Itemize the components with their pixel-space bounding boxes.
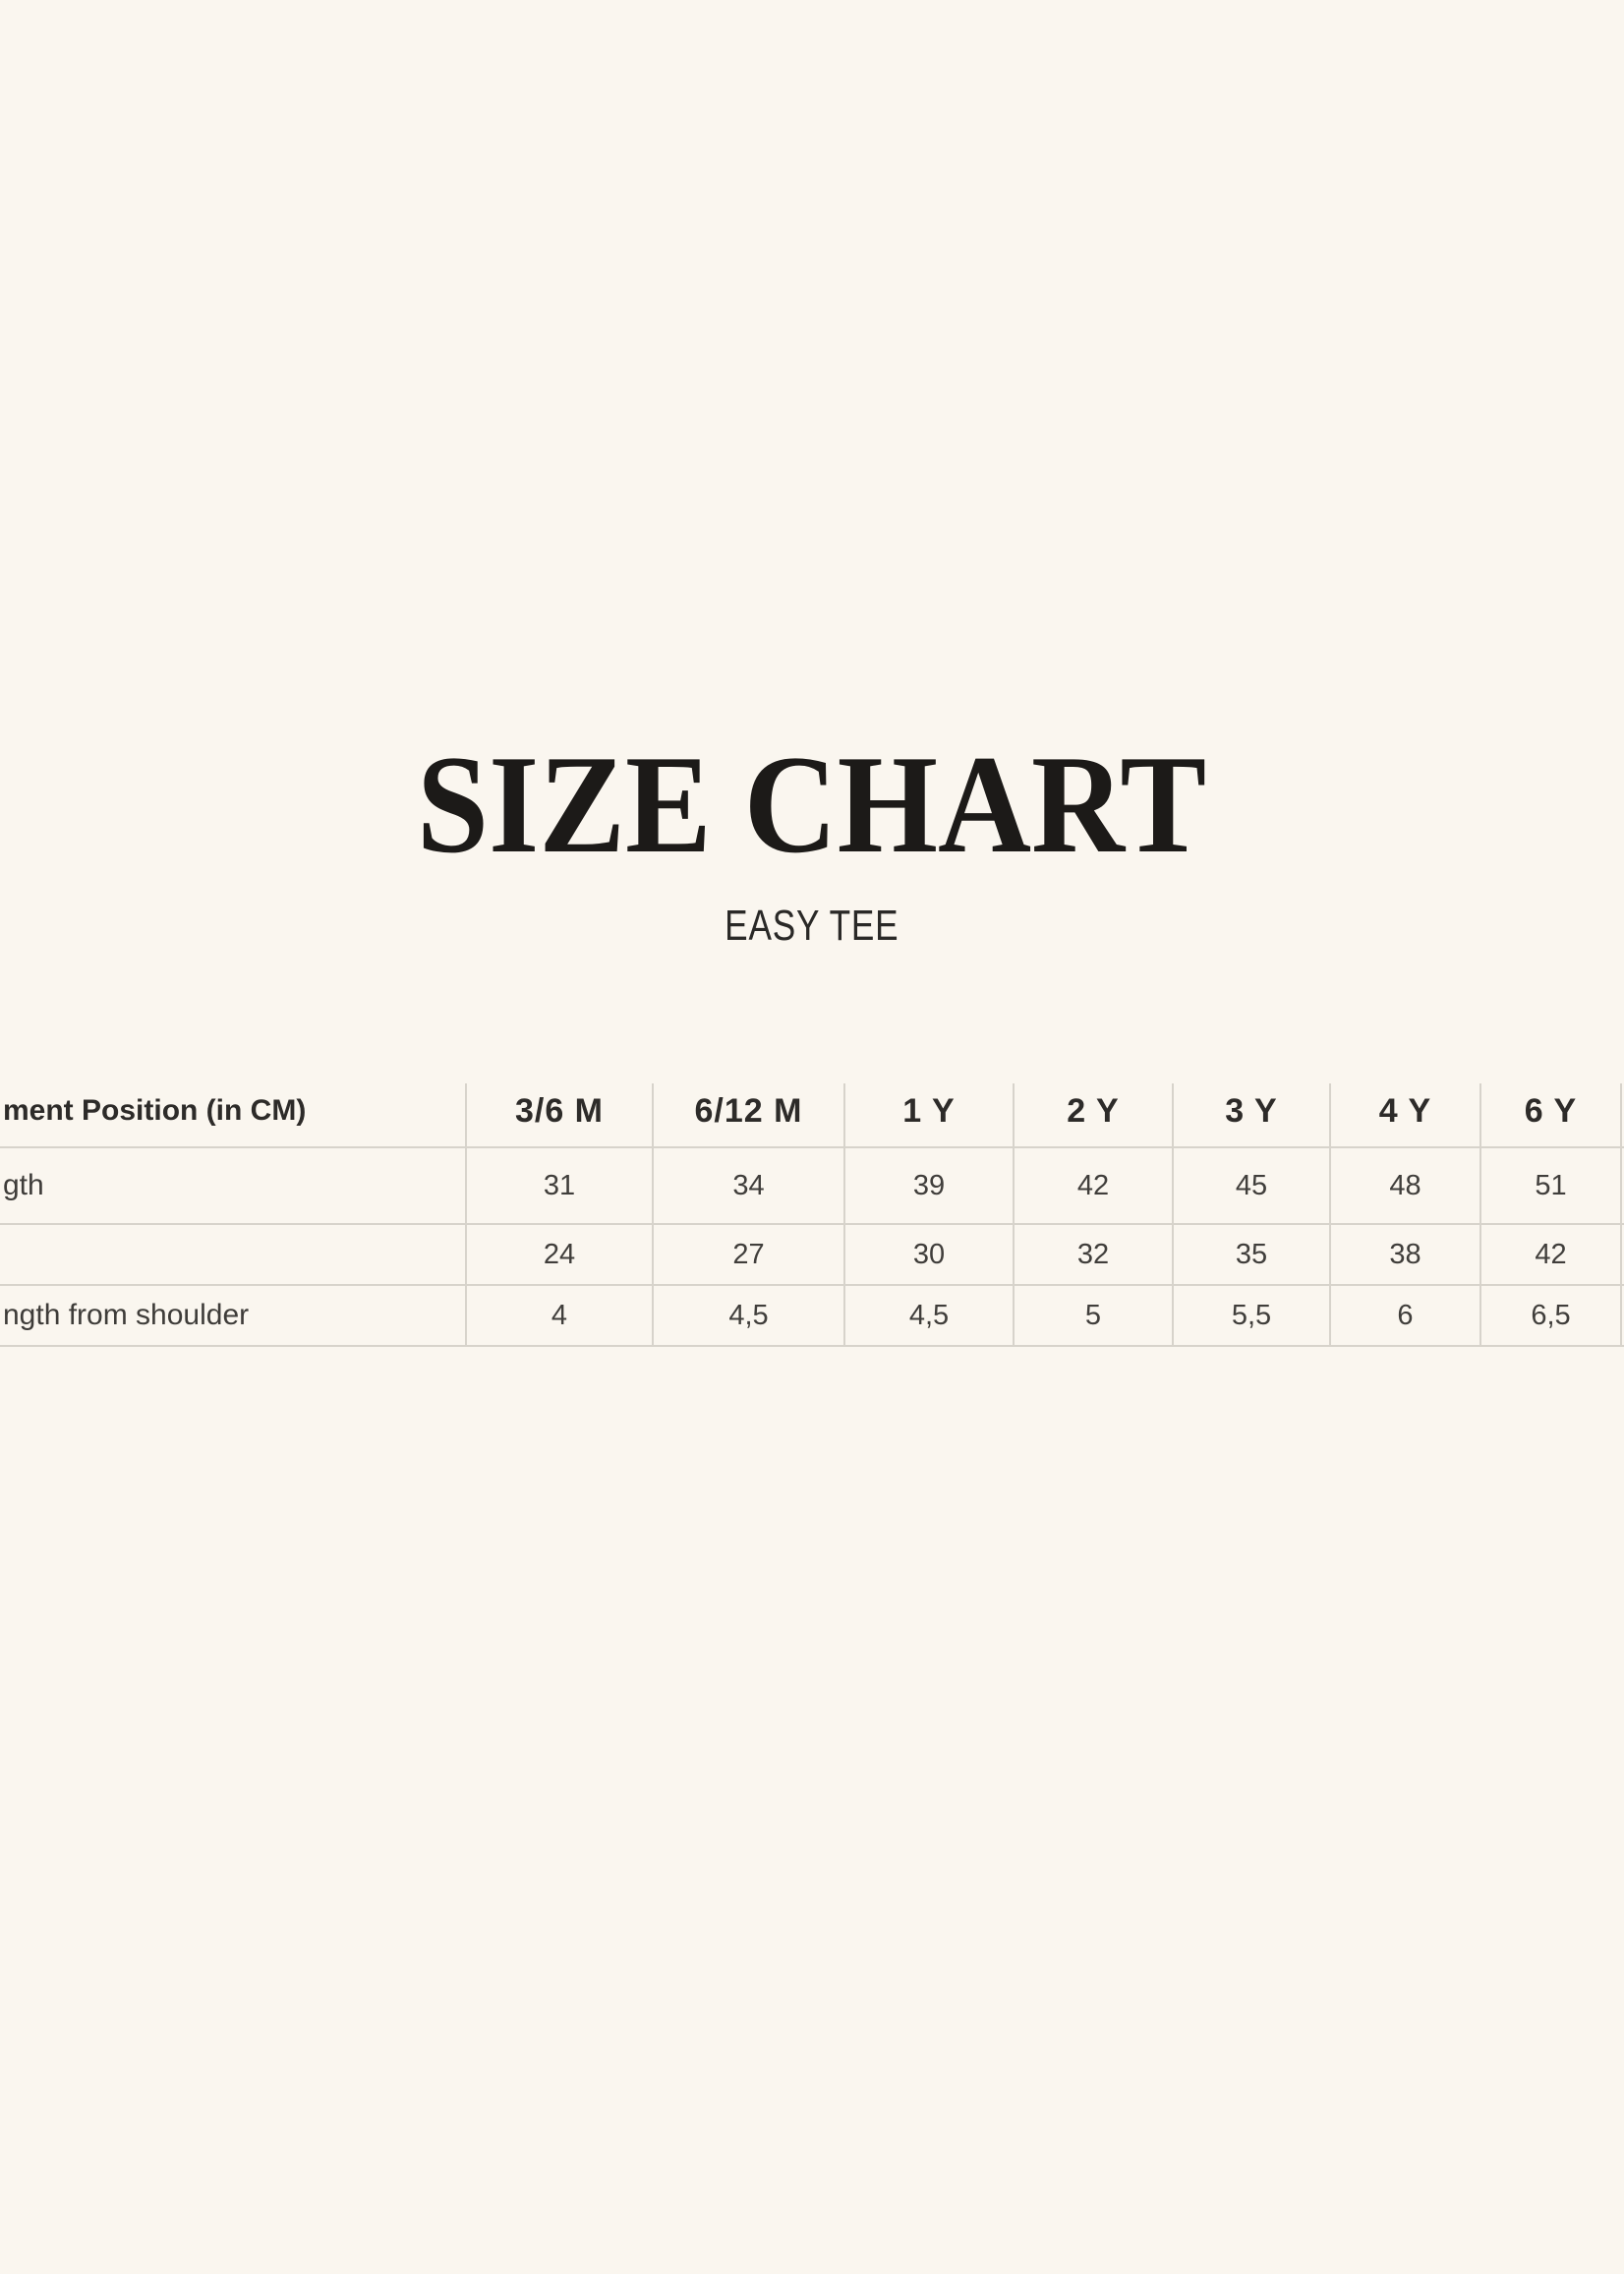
size-column-header-3y: 3 Y [1173,1083,1331,1148]
size-column-header-2y: 2 Y [1014,1083,1174,1148]
cell-value: 48 [1330,1147,1481,1225]
cutoff-cell [1621,1224,1624,1286]
cell-value: 38 [1330,1224,1481,1286]
page-subtitle: EASY TEE [725,902,899,950]
cell-value: 4 [466,1285,654,1347]
size-column-header-3-6m: 3/6 M [466,1083,654,1148]
cell-value: 24 [466,1224,654,1286]
cell-value: 5 [1014,1285,1174,1347]
measurement-position-header: ment Position (in CM) [0,1083,467,1148]
cell-value: 4,5 [844,1285,1015,1347]
cell-value: 6,5 [1480,1285,1622,1347]
cutoff-column-header [1621,1083,1624,1148]
cutoff-cell [1621,1285,1624,1347]
row-label: ngth from shoulder [0,1285,467,1347]
cell-value: 31 [466,1147,654,1225]
size-column-header-4y: 4 Y [1330,1083,1481,1148]
cell-value: 5,5 [1173,1285,1331,1347]
cell-value: 30 [844,1224,1015,1286]
cell-value: 6 [1330,1285,1481,1347]
size-column-header-6-12m: 6/12 M [653,1083,845,1148]
size-chart-table: ment Position (in CM) 3/6 M 6/12 M 1 Y 2… [0,1083,1624,1347]
cell-value: 34 [653,1147,845,1225]
table-row: 24 27 30 32 35 38 42 [0,1224,1624,1286]
cell-value: 42 [1014,1147,1174,1225]
size-chart-scroll-area[interactable]: ment Position (in CM) 3/6 M 6/12 M 1 Y 2… [0,1083,1624,1347]
cutoff-cell [1621,1147,1624,1225]
cell-value: 45 [1173,1147,1331,1225]
subtitle-block: EASY TEE [0,904,1624,948]
cell-value: 27 [653,1224,845,1286]
cell-value: 39 [844,1147,1015,1225]
row-label: gth [0,1147,467,1225]
cell-value: 32 [1014,1224,1174,1286]
size-column-header-6y: 6 Y [1480,1083,1622,1148]
table-row: gth 31 34 39 42 45 48 51 [0,1147,1624,1225]
table-header-row: ment Position (in CM) 3/6 M 6/12 M 1 Y 2… [0,1083,1624,1148]
cell-value: 4,5 [653,1285,845,1347]
table-row: ngth from shoulder 4 4,5 4,5 5 5,5 6 6,5 [0,1285,1624,1347]
page-title: SIZE CHART [417,727,1207,882]
cell-value: 42 [1480,1224,1622,1286]
size-column-header-1y: 1 Y [844,1083,1015,1148]
title-block: SIZE CHART [0,734,1624,875]
row-label [0,1224,467,1286]
cell-value: 35 [1173,1224,1331,1286]
cell-value: 51 [1480,1147,1622,1225]
